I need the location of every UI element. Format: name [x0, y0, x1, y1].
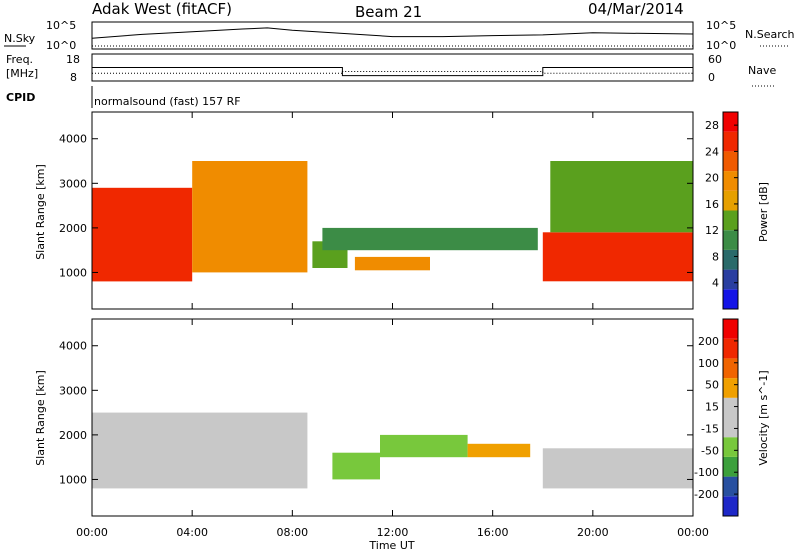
velocity-colorbar-swatch [723, 417, 738, 438]
velocity-colorbar-tick-label: -15 [701, 422, 719, 435]
velocity-colorbar-tick-label: -50 [701, 444, 719, 457]
velocity-ytick-label: 2000 [59, 429, 87, 442]
velocity-colorbar-tick-label: 200 [698, 335, 719, 348]
power-colorbar: 4 8 12 16 20 24 28 [705, 111, 739, 310]
power-region-0 [92, 187, 193, 282]
velocity-ytick-label: 1000 [59, 473, 87, 486]
velocity-colorbar-frame [722, 318, 739, 517]
power-ytick-label: 2000 [59, 222, 87, 235]
x-axis-label: Time UT [368, 539, 414, 552]
nave-label: Nave [748, 64, 776, 77]
noise-search-label: N.Search [745, 28, 795, 41]
power-region-4 [354, 256, 430, 271]
x-tick-label: 12:00 [377, 526, 409, 539]
frequency-line [92, 67, 693, 77]
velocity-ylabel: Slant Range [km] [34, 370, 47, 466]
velocity-colorbar-swatch [723, 378, 738, 398]
freq-left-tick-top: 18 [66, 53, 80, 66]
power-colorbar-tick-label: 12 [705, 224, 719, 237]
x-tick-label: 16:00 [477, 526, 509, 539]
beam-title: Beam 21 [355, 3, 422, 21]
power-colorbar-swatch [723, 210, 738, 231]
velocity-axes: 1000 2000 3000 4000 [59, 319, 694, 516]
date-title: 04/Mar/2014 [588, 0, 684, 18]
velocity-region-4 [542, 448, 694, 489]
power-colorbar-swatch [723, 151, 738, 172]
power-colorbar-tick-label: 20 [705, 172, 719, 185]
power-colorbar-swatch [723, 131, 738, 152]
time-axis: 00:00 04:00 08:00 12:00 16:00 20:00 00:00 [76, 526, 709, 539]
noise-sky-line [91, 27, 694, 39]
freq-right-tick-bottom: 0 [708, 71, 715, 84]
freq-label-line1: Freq. [6, 53, 33, 66]
velocity-colorbar-swatch [723, 338, 738, 359]
velocity-colorbar-swatch [723, 437, 738, 457]
power-colorbar-swatch [723, 249, 738, 270]
velocity-colorbar-swatch [723, 456, 738, 477]
velocity-colorbar-swatch [723, 319, 738, 339]
noise-panel-frame [91, 21, 694, 50]
velocity-colorbar-tick-label: 15 [705, 401, 719, 414]
velocity-colorbar-swatch [723, 397, 738, 418]
velocity-colorbar-tick-label: -200 [694, 488, 719, 501]
noise-right-tick-top: 10^5 [706, 19, 736, 32]
power-region-3 [322, 227, 538, 251]
power-axes: 1000 2000 3000 4000 [59, 112, 694, 309]
velocity-region-1 [332, 452, 380, 480]
velocity-colorbar-label: Velocity [m s^-1] [757, 370, 770, 465]
power-colorbar-swatch [723, 230, 738, 250]
power-region-6 [550, 161, 693, 233]
freq-right-tick-top: 60 [708, 53, 722, 66]
station-title: Adak West (fitACF) [92, 0, 232, 18]
power-region-1 [192, 161, 308, 273]
power-data-layer [92, 161, 694, 282]
velocity-colorbar: 200 100 50 15 -15 -50 -100 -200 [694, 318, 739, 517]
cpid-program: normalsound (fast) 157 RF [94, 95, 241, 108]
power-colorbar-tick-label: 4 [712, 277, 719, 290]
velocity-region-3 [467, 443, 531, 458]
noise-right-tick-bottom: 10^0 [706, 39, 736, 52]
power-colorbar-swatch [723, 269, 738, 290]
velocity-region-2 [380, 434, 468, 458]
power-colorbar-tick-label: 24 [705, 145, 719, 158]
power-colorbar-swatch [723, 171, 738, 191]
power-colorbar-tick-label: 16 [705, 198, 719, 211]
power-ytick-label: 3000 [59, 177, 87, 190]
power-colorbar-swatch [723, 190, 738, 211]
velocity-colorbar-swatch [723, 358, 738, 379]
velocity-data-layer [92, 412, 694, 489]
velocity-colorbar-tick-label: 100 [698, 357, 719, 370]
noise-left-tick-top: 10^5 [46, 19, 76, 32]
x-tick-label: 08:00 [276, 526, 308, 539]
power-colorbar-swatch [723, 112, 738, 132]
freq-left-tick-bottom: 8 [70, 71, 77, 84]
power-colorbar-tick-label: 8 [712, 250, 719, 263]
freq-label-line2: [MHz] [6, 67, 38, 80]
x-tick-label: 04:00 [176, 526, 208, 539]
noise-left-tick-bottom: 10^0 [46, 39, 76, 52]
noise-sky-label: N.Sky [4, 32, 36, 45]
velocity-ytick-label: 3000 [59, 384, 87, 397]
power-region-5 [542, 232, 694, 282]
power-ytick-label: 1000 [59, 266, 87, 279]
power-colorbar-tick-label: 28 [705, 119, 719, 132]
x-tick-label: 20:00 [577, 526, 609, 539]
velocity-colorbar-tick-label: -100 [694, 466, 719, 479]
velocity-colorbar-swatch [723, 496, 738, 516]
x-tick-label: 00:00 [677, 526, 709, 539]
power-ytick-label: 4000 [59, 133, 87, 146]
nave-line [92, 71, 693, 74]
power-colorbar-swatch [723, 289, 738, 309]
cpid-label: CPID [6, 91, 35, 104]
velocity-colorbar-tick-label: 50 [705, 379, 719, 392]
power-ylabel: Slant Range [km] [34, 164, 47, 260]
velocity-ytick-label: 4000 [59, 340, 87, 353]
power-colorbar-frame [722, 111, 739, 310]
power-colorbar-label: Power [dB] [757, 182, 770, 242]
velocity-region-0 [92, 412, 308, 489]
velocity-colorbar-swatch [723, 476, 738, 497]
x-tick-label: 00:00 [76, 526, 108, 539]
